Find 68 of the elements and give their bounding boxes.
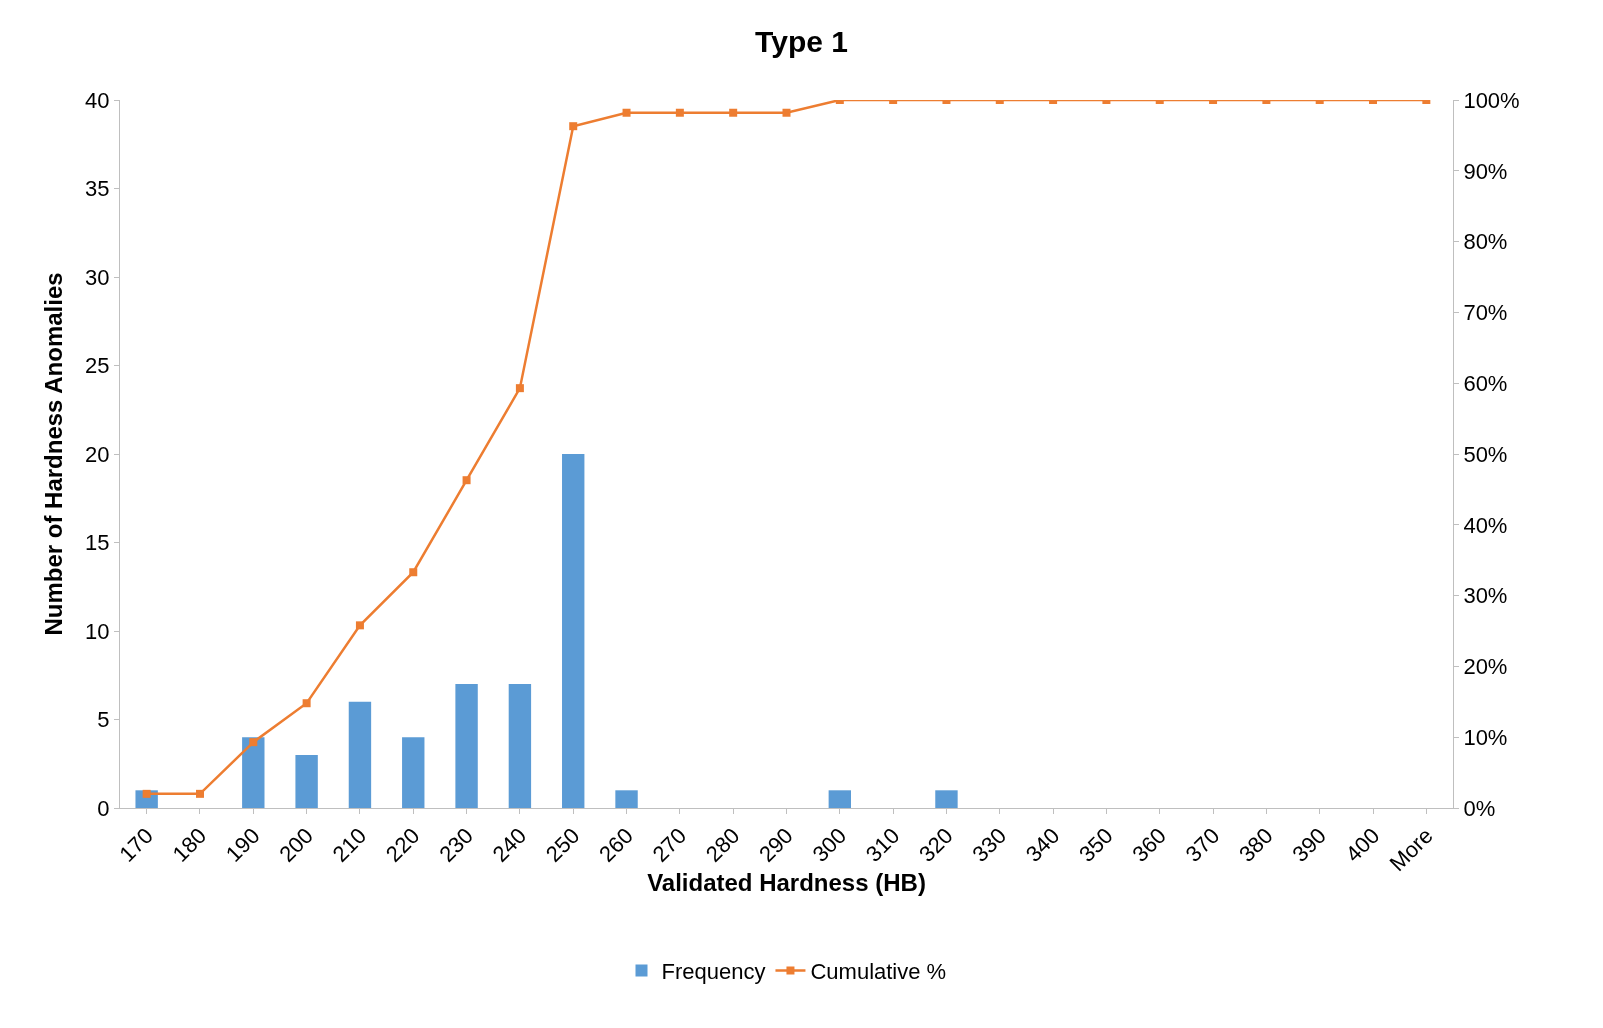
bar	[295, 754, 318, 808]
x-tick-label: 230	[434, 823, 478, 867]
y-tick-label: 5	[97, 707, 110, 733]
y-tick-label: 25	[85, 353, 110, 379]
x-tick-label: 250	[540, 823, 585, 867]
bar	[402, 737, 425, 808]
y-tick-label: 30	[85, 264, 110, 290]
point	[515, 384, 524, 393]
x-tick-label: 320	[914, 823, 958, 867]
x-tick-label: 180	[167, 823, 212, 867]
x-tick-label: 270	[647, 823, 692, 867]
y2-tick-label: 0%	[1463, 795, 1496, 821]
x-tick-label: 300	[807, 823, 852, 867]
x-tick-label: 190	[220, 823, 265, 867]
x-tick-label: 380	[1234, 823, 1278, 867]
x-tick-label: 200	[274, 823, 318, 867]
x-tick-label: 400	[1340, 823, 1385, 867]
y-tick-label: 15	[85, 530, 110, 556]
x-axis-title: Validated Hardness (HB)	[647, 868, 926, 896]
bar	[242, 737, 265, 808]
x-tick-label: 220	[380, 823, 425, 867]
x-tick-label: 290	[754, 823, 798, 867]
bar	[562, 454, 585, 808]
point	[195, 789, 204, 798]
chart-title: Type 1	[755, 24, 848, 58]
y2-tick-label: 20%	[1463, 654, 1508, 680]
x-tick-label: 260	[594, 823, 638, 867]
y-tick-label: 20	[85, 441, 110, 467]
y-tick-label: 35	[85, 176, 110, 202]
y2-tick-label: 100%	[1463, 87, 1520, 113]
y2-tick-label: 90%	[1463, 158, 1508, 184]
x-tick-label: 360	[1127, 823, 1172, 867]
x-tick-label: 210	[327, 823, 372, 867]
bar	[828, 790, 852, 808]
bar	[455, 684, 478, 808]
x-tick-label: 340	[1020, 823, 1065, 867]
point	[462, 476, 471, 485]
bar	[935, 790, 958, 808]
y2-tick-label: 60%	[1463, 370, 1508, 396]
point	[569, 122, 578, 131]
x-tick-label: 370	[1180, 823, 1225, 867]
y-tick-label: 0	[97, 795, 110, 821]
y2-tick-label: 10%	[1463, 724, 1508, 750]
x-tick-label: 310	[860, 823, 905, 867]
bar	[348, 701, 372, 808]
y-axis-title: Number of Hardness Anomalies	[40, 272, 67, 636]
y2-tick-label: 70%	[1463, 300, 1508, 326]
point	[355, 621, 364, 630]
x-tick-label: 350	[1074, 823, 1118, 867]
x-tick-label: 330	[967, 823, 1012, 867]
x-tick-label: 280	[700, 823, 745, 867]
x-tick-label: 170	[114, 823, 158, 867]
y2-tick-label: 30%	[1463, 583, 1508, 609]
point	[142, 789, 151, 798]
y-tick-label: 10	[85, 618, 110, 644]
point	[249, 738, 258, 747]
legend-label: Frequency	[661, 958, 766, 984]
x-tick-label: 390	[1287, 823, 1332, 867]
x-tick-label: 240	[487, 823, 532, 867]
y2-tick-label: 50%	[1463, 441, 1508, 467]
y-tick-label: 40	[85, 87, 110, 113]
point	[302, 699, 311, 708]
y2-tick-label: 40%	[1463, 512, 1508, 538]
point	[409, 568, 418, 577]
legend-label: Cumulative %	[810, 958, 947, 984]
bar	[615, 790, 638, 808]
y2-tick-label: 80%	[1463, 229, 1508, 255]
bar	[508, 684, 532, 808]
